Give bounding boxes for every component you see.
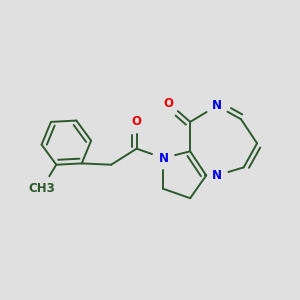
Text: O: O [132, 116, 142, 128]
Text: N: N [158, 152, 168, 164]
Text: O: O [164, 97, 174, 110]
Text: CH3: CH3 [28, 182, 55, 195]
Text: N: N [212, 169, 222, 182]
Text: N: N [212, 99, 222, 112]
